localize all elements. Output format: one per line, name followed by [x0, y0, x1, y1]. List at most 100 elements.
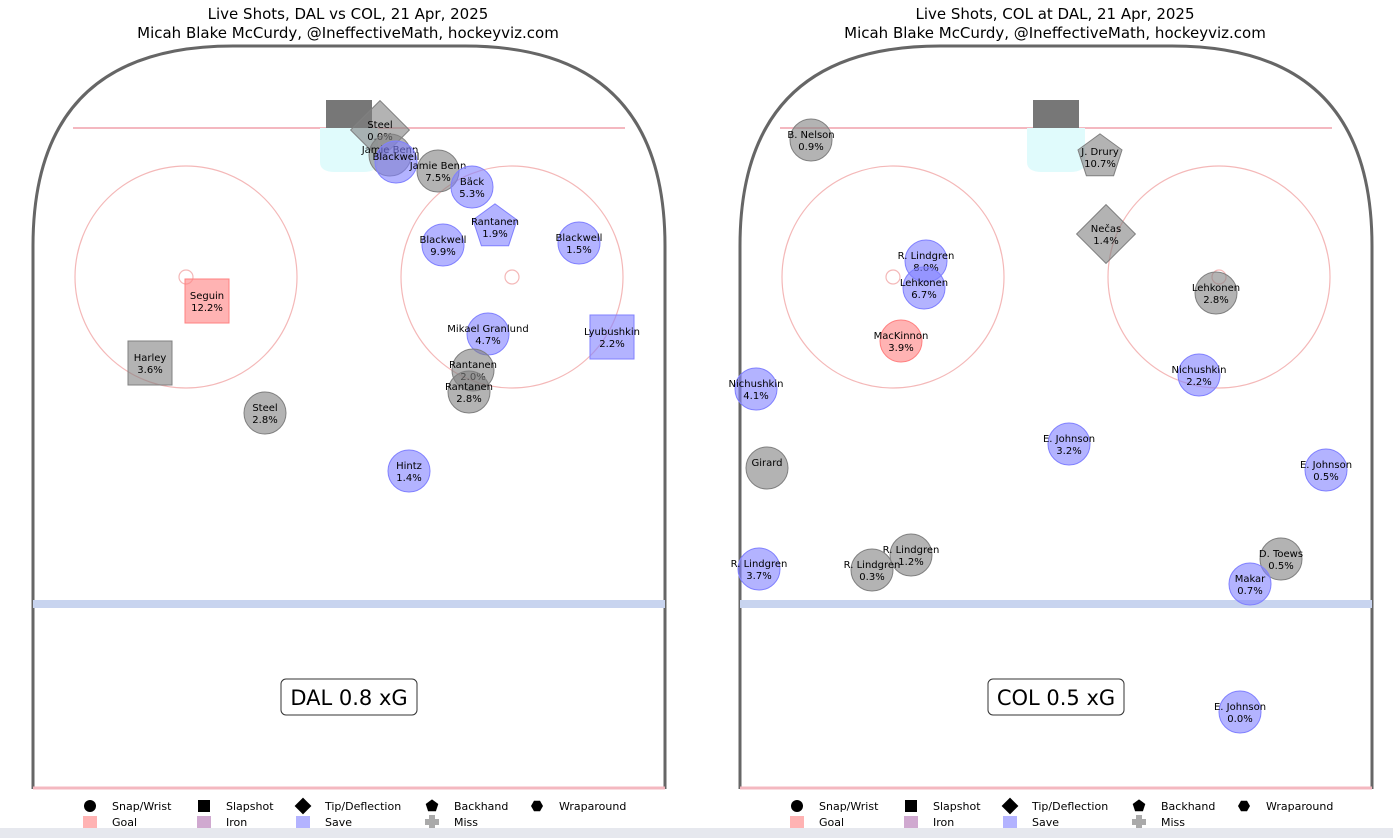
- shot-value-label: 4.1%: [743, 391, 768, 402]
- shot-marker: [1177, 353, 1221, 397]
- shot-marker: [737, 547, 781, 591]
- legend-shape-label: Tip/Deflection: [324, 800, 401, 813]
- shot-value-label: 0.5%: [1313, 472, 1338, 483]
- legend-outcome-marker: [197, 816, 211, 828]
- legend-shape-label: Slapshot: [226, 800, 274, 813]
- shot-player-label: Lehkonen: [900, 278, 948, 289]
- rink-boards: [31, 44, 667, 789]
- legend-shape-marker: [905, 800, 917, 812]
- shot-player-label: Jamie Benn: [409, 161, 467, 172]
- shot-player-label: Steel: [367, 120, 392, 131]
- legend-outcome-marker: [1132, 815, 1146, 829]
- shot-marker: [387, 449, 431, 493]
- shot-marker: [557, 221, 601, 265]
- shot-player-label: Bäck: [460, 177, 484, 188]
- blue-line: [740, 600, 1372, 608]
- faceoff-circle: [74, 165, 298, 389]
- xg-total-box: [280, 678, 418, 716]
- legend-outcome-marker: [1003, 816, 1017, 828]
- shot-value-label: 3.7%: [746, 571, 771, 582]
- legend-shape-marker: [531, 800, 543, 812]
- shot-marker: [589, 314, 635, 360]
- shot-marker: [889, 533, 933, 577]
- blue-line: [33, 600, 665, 608]
- legend-outcome-label: Goal: [112, 816, 137, 829]
- shot-value-label: 0.9%: [798, 142, 823, 153]
- shot-player-label: Lehkonen: [1192, 283, 1240, 294]
- shot-value-label: 7.5%: [425, 173, 450, 184]
- chart-subtitle: Micah Blake McCurdy, @IneffectiveMath, h…: [137, 24, 559, 42]
- legend-shape-marker: [1132, 799, 1146, 812]
- shot-player-label: R. Lindgren: [883, 545, 940, 556]
- shot-marker: [450, 165, 494, 209]
- shot-value-label: 1.9%: [482, 229, 507, 240]
- shot-marker: [374, 140, 418, 184]
- legend-shape-marker: [294, 797, 312, 815]
- shot-player-label: Blackwell: [420, 235, 467, 246]
- shot-player-label: Nichushkin: [1172, 365, 1227, 376]
- shot-value-label: 0.0%: [1227, 714, 1252, 725]
- legend-outcome-label: Miss: [1161, 816, 1185, 829]
- shot-player-label: D. Toews: [1259, 549, 1303, 560]
- legend-shape-label: Wraparound: [559, 800, 626, 813]
- shot-value-label: 1.4%: [396, 473, 421, 484]
- shot-marker: [243, 391, 287, 435]
- legend-outcome-label: Miss: [454, 816, 478, 829]
- shot-marker: [447, 370, 491, 414]
- bottom-bar: [0, 828, 1393, 838]
- shot-player-label: Harley: [134, 353, 167, 364]
- shot-player-label: B. Nelson: [787, 130, 834, 141]
- legend-shape-label: Snap/Wrist: [819, 800, 879, 813]
- shot-player-label: Blackwell: [556, 233, 603, 244]
- xg-total-box: [987, 678, 1125, 716]
- shot-marker: [127, 340, 173, 386]
- shot-value-label: 4.7%: [475, 336, 500, 347]
- shot-player-label: E. Johnson: [1214, 702, 1266, 713]
- legend-outcome-label: Save: [1032, 816, 1059, 829]
- shot-value-label: 2.2%: [599, 339, 624, 350]
- legend-shape-label: Backhand: [454, 800, 508, 813]
- shot-player-label: MacKinnon: [874, 331, 929, 342]
- shot-value-label: 3.9%: [888, 343, 913, 354]
- shot-player-label: Nichushkin: [729, 379, 784, 390]
- faceoff-circle: [781, 165, 1005, 389]
- faceoff-circle: [1107, 165, 1331, 389]
- legend-shape-marker: [425, 799, 439, 812]
- shot-value-label: 10.7%: [1084, 159, 1116, 170]
- shot-player-label: J. Drury: [1080, 147, 1119, 158]
- chart-subtitle: Micah Blake McCurdy, @IneffectiveMath, h…: [844, 24, 1266, 42]
- shot-marker: [421, 223, 465, 267]
- shot-player-label: Girard: [751, 458, 782, 469]
- shot-marker: [789, 118, 833, 162]
- shot-value-label: 1.4%: [1093, 236, 1118, 247]
- legend-outcome-marker: [83, 816, 97, 828]
- goal-crease: [1027, 128, 1085, 172]
- legend-shape-label: Tip/Deflection: [1031, 800, 1108, 813]
- chart-title: Live Shots, DAL vs COL, 21 Apr, 2025: [208, 5, 489, 23]
- legend-outcome-label: Save: [325, 816, 352, 829]
- shot-marker: [850, 548, 894, 592]
- legend-shape-label: Snap/Wrist: [112, 800, 172, 813]
- shot-marker: [902, 266, 946, 310]
- shot-marker: [1218, 690, 1262, 734]
- legend-outcome-label: Goal: [819, 816, 844, 829]
- legend-shape-marker: [1238, 800, 1250, 812]
- shot-marker: [1077, 133, 1123, 177]
- legend-shape-label: Wraparound: [1266, 800, 1333, 813]
- legend-shape-marker: [791, 800, 803, 812]
- chart-title: Live Shots, COL at DAL, 21 Apr, 2025: [915, 5, 1194, 23]
- shot-marker: [879, 319, 923, 363]
- shot-player-label: Seguin: [190, 291, 224, 302]
- shot-marker: [1194, 271, 1238, 315]
- shot-marker: [1047, 422, 1091, 466]
- shot-value-label: 0.7%: [1237, 586, 1262, 597]
- shot-player-label: Hintz: [396, 461, 422, 472]
- shot-value-label: 3.2%: [1056, 446, 1081, 457]
- shot-value-label: 2.2%: [1186, 377, 1211, 388]
- shot-player-label: Blackwell: [373, 152, 420, 163]
- legend-shape-label: Slapshot: [933, 800, 981, 813]
- shot-player-label: E. Johnson: [1300, 460, 1352, 471]
- shot-marker: [472, 203, 518, 247]
- shot-marker: [1075, 203, 1137, 265]
- shot-marker: [1304, 448, 1348, 492]
